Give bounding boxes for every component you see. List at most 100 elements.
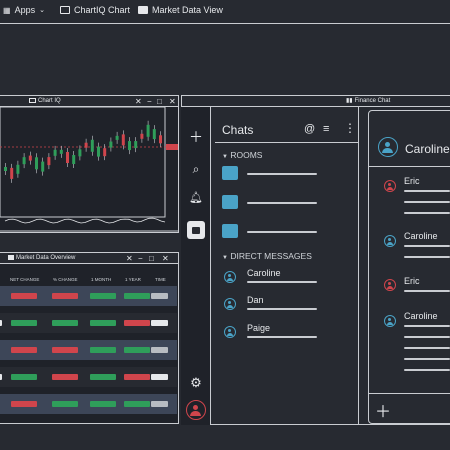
conversation-panel xyxy=(368,110,450,424)
close-icon[interactable]: ✕ xyxy=(162,254,169,263)
candle xyxy=(28,155,32,161)
close-icon[interactable]: ✕ xyxy=(169,97,176,106)
message-author: Caroline xyxy=(404,231,438,241)
minimize-icon[interactable]: − xyxy=(147,97,152,106)
candle xyxy=(152,129,156,140)
avatar xyxy=(384,180,396,192)
chart-icon xyxy=(29,97,36,103)
value-chip xyxy=(11,347,37,353)
market-data-titlebar[interactable]: Market Data Overview ✕ − □ ✕ xyxy=(0,253,178,264)
candle xyxy=(90,139,94,152)
value-chip xyxy=(52,293,78,299)
finance-chat-titlebar[interactable]: ▮▮ Finance Chat xyxy=(182,96,450,107)
candle xyxy=(16,164,20,174)
chats-panel xyxy=(211,107,359,425)
apps-menu[interactable]: ▦ Apps ⌄ xyxy=(3,5,45,15)
candle xyxy=(134,141,138,149)
market-data-view-button[interactable]: Market Data View xyxy=(138,5,223,15)
col-1-year[interactable]: 1 YEAR xyxy=(125,277,141,282)
close-icon[interactable]: ✕ xyxy=(126,254,133,263)
candle xyxy=(159,135,162,144)
chat-icon[interactable] xyxy=(187,221,205,239)
col-time[interactable]: TIME xyxy=(155,277,166,282)
value-chip xyxy=(52,374,78,380)
value-chip xyxy=(90,374,116,380)
chart-icon xyxy=(8,254,14,260)
caret-down-icon: ▼ xyxy=(222,154,228,160)
rooms-section[interactable]: ▼ ROOMS xyxy=(222,150,263,160)
grid-icon: ▦ xyxy=(3,5,11,15)
avatar xyxy=(384,235,396,247)
market-data-view-label: Market Data View xyxy=(152,5,223,15)
room-1[interactable] xyxy=(222,166,238,180)
search-icon[interactable]: ⌕ xyxy=(192,161,200,176)
gear-icon[interactable]: ⚙ xyxy=(190,375,202,390)
filter-icon[interactable]: ≡ xyxy=(323,123,330,135)
candle xyxy=(66,152,69,164)
col-1-month[interactable]: 1 MONTH xyxy=(91,277,112,282)
value-chip xyxy=(90,401,116,407)
chats-heading: Chats xyxy=(222,123,254,137)
value-chip xyxy=(11,293,37,299)
chartiq-chart-button[interactable]: ChartIQ Chart xyxy=(60,5,130,15)
candle xyxy=(53,149,57,156)
plus-icon[interactable]: ＋ xyxy=(189,129,203,145)
conversation-title: Caroline xyxy=(405,142,450,156)
candle xyxy=(140,133,144,139)
chartiq-chart-label: ChartIQ Chart xyxy=(74,5,131,15)
at-icon[interactable]: @ xyxy=(304,123,316,135)
maximize-icon[interactable]: □ xyxy=(149,254,154,263)
value-chip xyxy=(11,320,37,326)
user-avatar[interactable] xyxy=(186,400,206,420)
table-row[interactable] xyxy=(0,313,177,333)
table-row[interactable] xyxy=(0,340,177,360)
candle xyxy=(59,149,63,154)
col-net-change[interactable]: NET CHANGE xyxy=(10,277,40,282)
more-icon[interactable]: ⋮ xyxy=(344,121,356,135)
chartiq-titlebar[interactable]: Chart IQ ✕ − □ ✕ xyxy=(0,96,178,107)
direct-messages-section[interactable]: ▼ DIRECT MESSAGES xyxy=(222,251,312,261)
dm-dan[interactable]: Dan xyxy=(247,295,264,305)
caret-down-icon: ▼ xyxy=(222,255,228,261)
finance-chat-title: ▮▮ Finance Chat xyxy=(346,98,391,104)
attach-plus-icon[interactable]: ＋ xyxy=(375,404,392,421)
value-chip xyxy=(151,320,168,326)
candle xyxy=(22,157,26,165)
table-row[interactable] xyxy=(0,286,177,306)
indicator-line xyxy=(4,217,166,224)
value-chip xyxy=(151,401,168,407)
candle xyxy=(97,146,100,157)
row-marker xyxy=(0,320,2,326)
chart-icon: ▮▮ xyxy=(346,98,353,104)
candle xyxy=(128,141,131,151)
top-bar: ▦ Apps ⌄ ChartIQ Chart Market Data View xyxy=(0,0,450,24)
value-chip xyxy=(151,293,168,299)
candle xyxy=(41,161,45,172)
room-3[interactable] xyxy=(222,224,238,238)
maximize-icon[interactable]: □ xyxy=(157,97,162,106)
table-row[interactable] xyxy=(0,394,177,414)
message-author: Eric xyxy=(404,176,420,186)
value-chip xyxy=(151,374,168,380)
candle xyxy=(109,141,113,148)
close-icon[interactable]: ✕ xyxy=(135,97,142,106)
candlestick-chart xyxy=(0,107,178,232)
value-chip xyxy=(124,320,150,326)
minimize-icon[interactable]: − xyxy=(138,254,143,263)
dm-paige[interactable]: Paige xyxy=(247,323,271,333)
room-2[interactable] xyxy=(222,195,238,209)
value-chip xyxy=(52,401,78,407)
col-pct-change[interactable]: % CHANGE xyxy=(53,277,78,282)
apps-label: Apps xyxy=(14,5,36,15)
candle xyxy=(10,167,14,179)
candle xyxy=(47,157,51,166)
dm-caroline[interactable]: Caroline xyxy=(247,268,281,278)
bell-icon[interactable]: 🔔︎ xyxy=(189,191,203,204)
value-chip xyxy=(124,347,150,353)
price-tag xyxy=(166,144,178,150)
caroline-avatar[interactable] xyxy=(378,137,398,157)
avatar xyxy=(384,315,396,327)
chart-icon xyxy=(138,6,148,14)
table-row[interactable] xyxy=(0,367,177,387)
chart-frame xyxy=(0,107,166,218)
